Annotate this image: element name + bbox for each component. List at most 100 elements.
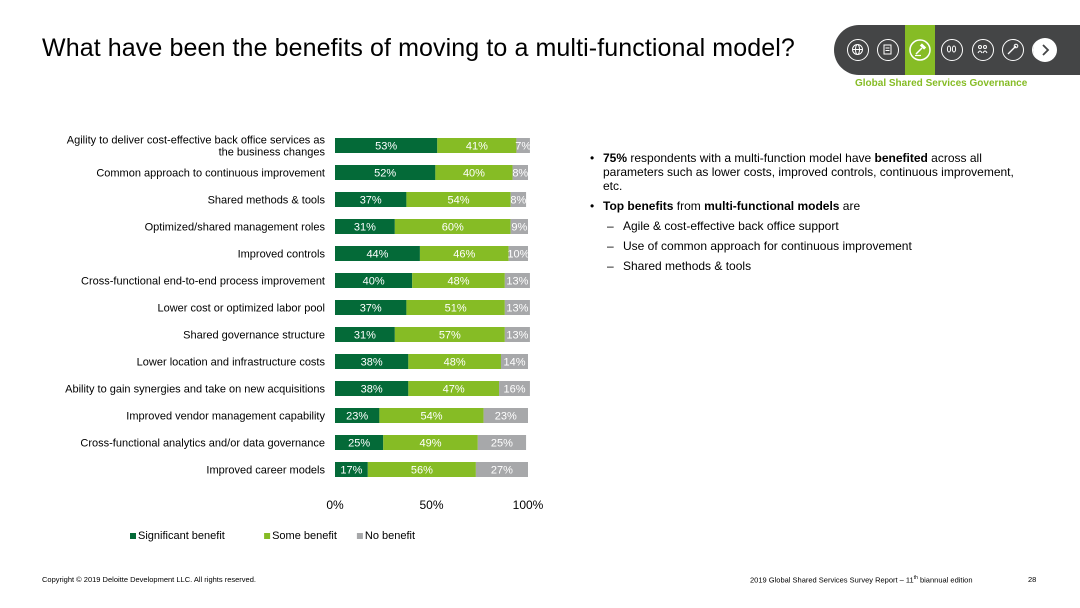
bar-segment [394, 327, 505, 342]
bar-segment [335, 300, 407, 315]
bar-segment [483, 408, 528, 423]
data-label: 53% [375, 141, 397, 153]
data-label: 38% [361, 384, 383, 396]
bullet-text: 75% [603, 151, 628, 165]
bullet-text: respondents with a multi-function model … [627, 151, 875, 165]
data-label: 13% [506, 276, 528, 288]
bar-segment [335, 192, 407, 207]
bar-segment [510, 219, 528, 234]
bullet-text: across all parameters such as lower cost… [603, 151, 1014, 193]
gavel-icon[interactable] [909, 39, 931, 61]
bar-segment [504, 273, 530, 288]
people-icon[interactable] [972, 39, 994, 61]
report-name-sup: th [913, 575, 918, 581]
category-label: Optimized/shared management roles [145, 222, 326, 234]
data-label: 38% [361, 357, 383, 369]
category-label: Improved vendor management capability [126, 411, 325, 423]
legend-label: No benefit [365, 530, 415, 542]
data-label: 54% [448, 195, 470, 207]
bar-segment [508, 246, 528, 261]
page-title: What have been the benefits of moving to… [42, 34, 795, 62]
category-label: Common approach to continuous improvemen… [96, 168, 325, 180]
bar-segment [406, 192, 511, 207]
bullet-text: multi-functional models [704, 199, 840, 213]
bar-segment [477, 435, 527, 450]
bar-segment [435, 165, 513, 180]
category-label: Lower cost or optimized labor pool [157, 303, 325, 315]
data-label: 13% [506, 303, 528, 315]
data-label: 37% [360, 195, 382, 207]
bullet-text: benefited [874, 151, 928, 165]
data-label: 57% [439, 330, 461, 342]
report-name: 2019 Global Shared Services Survey Repor… [750, 575, 973, 585]
category-label: Lower location and infrastructure costs [137, 357, 326, 369]
data-label: 44% [366, 249, 388, 261]
data-label: 9% [511, 222, 527, 234]
legend-label: Significant benefit [138, 530, 225, 542]
bar-segment [510, 192, 527, 207]
report-name-suffix: biannual edition [917, 575, 973, 585]
bar-segment [335, 381, 409, 396]
x-tick-label: 100% [513, 498, 544, 512]
bar-segment [335, 462, 368, 477]
globe-icon[interactable] [847, 39, 869, 61]
data-label: 25% [348, 438, 370, 450]
bar-segment [437, 138, 517, 153]
bar-segment [383, 435, 478, 450]
data-label: 23% [346, 411, 368, 423]
footprints-icon[interactable] [941, 39, 963, 61]
bar-segment [335, 408, 380, 423]
sub-bullet-1: Agile & cost-effective back office suppo… [590, 219, 1020, 233]
data-label: 51% [445, 303, 467, 315]
category-label: Shared governance structure [183, 330, 325, 342]
sub-bullet-3: Shared methods & tools [590, 259, 1020, 273]
bar-segment [408, 354, 501, 369]
category-label: Shared methods & tools [208, 195, 326, 207]
bar-segment [419, 246, 509, 261]
category-label: Improved career models [206, 465, 325, 477]
bar-segment [335, 138, 438, 153]
x-tick-label: 50% [419, 498, 443, 512]
data-label: 13% [506, 330, 528, 342]
bar-segment [504, 300, 530, 315]
section-subtitle: Global Shared Services Governance [855, 78, 1028, 89]
category-label: Cross-functional analytics and/or data g… [80, 438, 325, 450]
data-label: 60% [442, 222, 464, 234]
data-label: 23% [495, 411, 517, 423]
bar-segment [475, 462, 528, 477]
bullet-text: Top benefits [603, 199, 674, 213]
data-label: 52% [374, 168, 396, 180]
data-label: 40% [363, 276, 385, 288]
tools-icon[interactable] [1002, 39, 1024, 61]
bar-segment [335, 354, 409, 369]
data-label: 49% [420, 438, 442, 450]
category-label: Agility to deliver cost-effective back o… [67, 135, 326, 159]
data-label: 40% [463, 168, 485, 180]
category-label: Ability to gain synergies and take on ne… [65, 384, 325, 396]
bar-segment [412, 273, 505, 288]
clipboard-icon[interactable] [877, 39, 899, 61]
bar-segment [335, 435, 384, 450]
legend-swatch [264, 533, 271, 539]
data-label: 37% [360, 303, 382, 315]
data-label: 27% [491, 465, 513, 477]
bar-segment [335, 273, 413, 288]
data-label: 46% [453, 249, 475, 261]
bar-segment [499, 381, 530, 396]
data-label: 16% [503, 384, 525, 396]
next-arrow-button[interactable] [1033, 38, 1057, 62]
bullet-text: from [673, 199, 705, 213]
data-label: 17% [340, 465, 362, 477]
x-tick-label: 0% [326, 498, 344, 512]
data-label: 8% [510, 195, 526, 207]
section-navigation [834, 25, 1080, 75]
stacked-bar-chart: Agility to deliver cost-effective back o… [65, 135, 544, 543]
legend-label: Some benefit [272, 530, 337, 542]
data-label: 41% [466, 141, 488, 153]
bar-segment [406, 300, 505, 315]
bar-segment [335, 219, 395, 234]
report-name-prefix: 2019 Global Shared Services Survey Repor… [750, 575, 914, 585]
data-label: 14% [503, 357, 525, 369]
data-label: 48% [444, 357, 466, 369]
data-label: 7% [515, 141, 531, 153]
